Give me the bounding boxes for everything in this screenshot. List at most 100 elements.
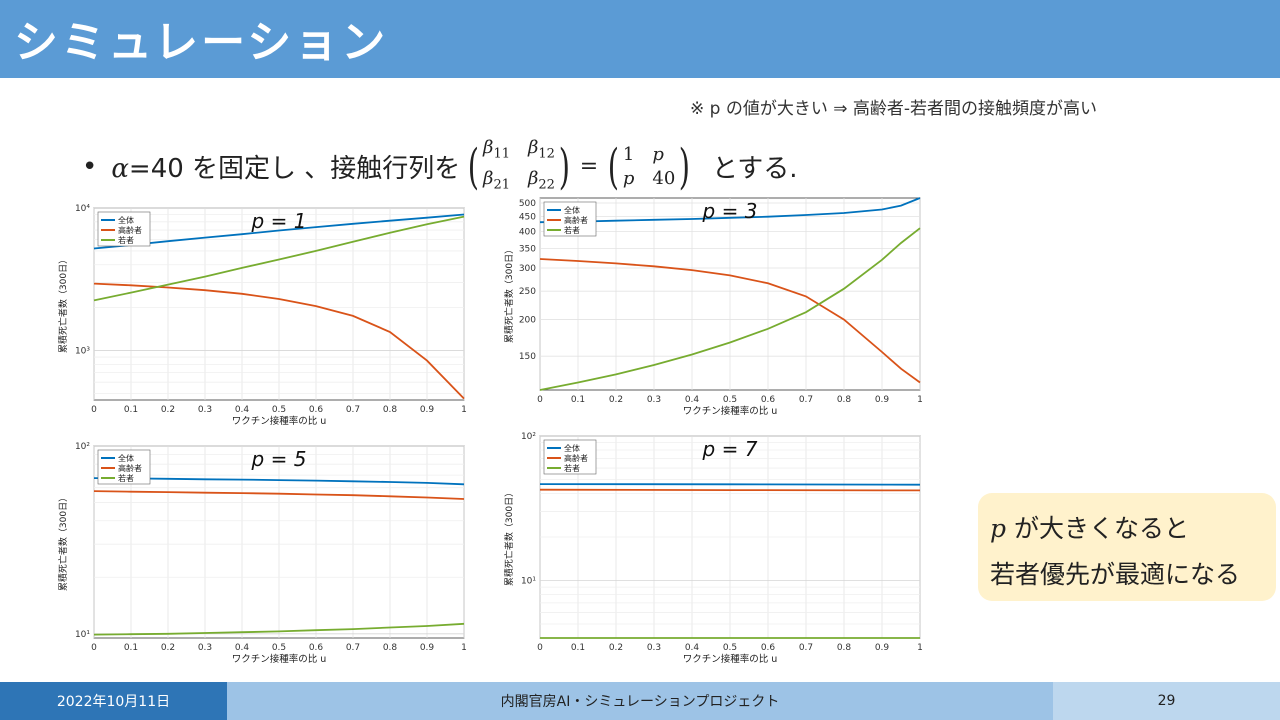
- y-tick-label: 250: [519, 287, 536, 297]
- x-tick-label: 0.9: [420, 405, 435, 415]
- series-line-2: [539, 258, 921, 384]
- y-tick-label: 450: [519, 212, 536, 222]
- x-axis-label: ワクチン接種率の比 u: [232, 653, 327, 665]
- legend-label: 高齢者: [564, 215, 588, 225]
- series-line-2: [93, 490, 465, 500]
- footer-page-number: 29: [1053, 682, 1280, 720]
- footer-date: 2022年10月11日: [0, 682, 227, 720]
- x-tick-label: 1: [917, 643, 923, 653]
- x-tick-label: 0.8: [837, 395, 852, 405]
- bullet-dot: •: [82, 151, 98, 182]
- legend-label: 全体: [564, 205, 580, 215]
- legend-label: 若者: [564, 463, 580, 473]
- x-tick-label: 0.3: [198, 643, 212, 653]
- x-tick-label: 0.5: [272, 405, 286, 415]
- series-line-3: [539, 227, 921, 391]
- y-axis-label: 累積死亡者数（300日）: [503, 488, 515, 586]
- y-tick-label: 150: [519, 352, 536, 362]
- series-line-1: [539, 197, 921, 224]
- slide-title: シミュレーション: [14, 17, 389, 68]
- x-tick-label: 0.2: [161, 643, 175, 653]
- legend-label: 全体: [118, 453, 134, 463]
- x-tick-label: 0: [91, 405, 97, 415]
- matrix-beta: ( β11 β12 β21 β22 ): [468, 137, 570, 195]
- x-tick-label: 0.3: [647, 395, 661, 405]
- series-line-1: [539, 483, 921, 486]
- chart-p5: 0 0.1 0.2 0.3 0.4 0.5 0.6 0.7 0.8 0.9 1 10¹ 10² 全体 高齢者…: [56, 436, 476, 666]
- x-tick-label: 0.9: [875, 643, 890, 653]
- title-bar: シミュレーション: [0, 0, 1280, 78]
- chart-p7: 0 0.1 0.2 0.3 0.4 0.5 0.6 0.7 0.8 0.9 1 10¹ 10² 全体 高齢者…: [502, 426, 932, 666]
- x-axis-label: ワクチン接種率の比 u: [232, 415, 327, 427]
- y-tick-label: 10¹: [521, 576, 536, 586]
- y-axis-label: 累積死亡者数（300日）: [503, 245, 515, 343]
- x-tick-label: 1: [461, 643, 467, 653]
- callout-line2: 若者優先が最適になる: [990, 560, 1241, 589]
- x-tick-label: 0.3: [647, 643, 661, 653]
- x-axis-label: ワクチン接種率の比 u: [683, 405, 778, 417]
- chart-title: p = 1: [251, 209, 307, 233]
- chart-title: p = 3: [702, 199, 758, 223]
- y-axis-label: 累積死亡者数（300日）: [57, 255, 69, 353]
- x-tick-label: 0.8: [837, 643, 852, 653]
- bullet-suffix: とする.: [712, 154, 798, 185]
- chart-svg: 0 0.1 0.2 0.3 0.4 0.5 0.6 0.7 0.8 0.9 1 10³ 10⁴ 全体高齢者…: [57, 204, 467, 427]
- note-text: ※ p の値が大きい ⇒ 高齢者-若者間の接触頻度が高い: [690, 99, 1098, 119]
- x-tick-label: 0.2: [161, 405, 175, 415]
- x-tick-label: 0.4: [235, 643, 250, 653]
- chart-svg: 0 0.1 0.2 0.3 0.4 0.5 0.6 0.7 0.8 0.9 1 150 200 250 30…: [503, 197, 923, 417]
- y-tick-label: 10¹: [75, 630, 90, 640]
- x-tick-label: 0.1: [124, 643, 138, 653]
- legend-label: 全体: [118, 215, 134, 225]
- y-tick-label: 10³: [75, 347, 90, 357]
- y-tick-label: 350: [519, 244, 536, 254]
- x-tick-label: 1: [461, 405, 467, 415]
- x-tick-label: 0.4: [235, 405, 250, 415]
- bullet-line: • α=40 を固定し 、接触行列を ( β11 β12 β21 β22 ) = (…: [82, 136, 798, 197]
- series-line-1: [93, 213, 465, 250]
- x-tick-label: 0.9: [875, 395, 890, 405]
- x-tick-label: 0.7: [799, 395, 813, 405]
- y-tick-label: 10²: [75, 442, 90, 452]
- y-axis-label: 累積死亡者数（300日）: [57, 493, 69, 591]
- legend-label: 高齢者: [118, 225, 142, 235]
- callout-line1: p が大きくなると: [990, 514, 1189, 543]
- y-tick-label: 400: [519, 227, 536, 237]
- legend-label: 高齢者: [118, 463, 142, 473]
- x-tick-label: 0: [537, 643, 543, 653]
- y-tick-label: 10²: [521, 432, 536, 442]
- bullet-prefix: α=40 を固定し 、接触行列を: [111, 154, 461, 185]
- x-tick-label: 0.6: [309, 643, 324, 653]
- x-tick-label: 0.7: [346, 643, 360, 653]
- x-tick-label: 0.1: [571, 395, 585, 405]
- chart-p3: 0 0.1 0.2 0.3 0.4 0.5 0.6 0.7 0.8 0.9 1 150 200 250 30…: [502, 188, 932, 418]
- legend-label: 高齢者: [564, 453, 588, 463]
- chart-svg: 0 0.1 0.2 0.3 0.4 0.5 0.6 0.7 0.8 0.9 1 10¹ 10² 全体高齢者…: [57, 442, 467, 665]
- legend-label: 若者: [564, 225, 580, 235]
- chart-p1: 0 0.1 0.2 0.3 0.4 0.5 0.6 0.7 0.8 0.9 1 10³ 10⁴ 全体 高齢者…: [56, 198, 476, 428]
- x-tick-label: 0.1: [124, 405, 138, 415]
- y-tick-label: 300: [519, 264, 536, 274]
- x-axis-label: ワクチン接種率の比 u: [683, 653, 778, 665]
- x-tick-label: 0.5: [723, 395, 737, 405]
- series-line-2: [539, 488, 921, 492]
- series-line-1: [93, 477, 465, 486]
- chart-svg: 0 0.1 0.2 0.3 0.4 0.5 0.6 0.7 0.8 0.9 1 10¹ 10² 全体高齢者…: [503, 432, 923, 665]
- x-tick-label: 0.8: [383, 405, 398, 415]
- x-tick-label: 0: [91, 643, 97, 653]
- x-tick-label: 0.6: [761, 395, 776, 405]
- y-tick-label: 500: [519, 199, 536, 209]
- x-tick-label: 0.1: [571, 643, 585, 653]
- chart-title: p = 7: [702, 437, 758, 461]
- x-tick-label: 0.4: [685, 643, 700, 653]
- x-tick-label: 0.4: [685, 395, 700, 405]
- equals-sign: =: [579, 154, 599, 180]
- series-line-3: [93, 622, 465, 636]
- x-tick-label: 0.7: [346, 405, 360, 415]
- x-tick-label: 0.2: [609, 643, 623, 653]
- chart-title: p = 5: [251, 447, 307, 471]
- x-tick-label: 0.6: [309, 405, 324, 415]
- legend-label: 若者: [118, 235, 134, 245]
- y-tick-label: 10⁴: [75, 204, 90, 214]
